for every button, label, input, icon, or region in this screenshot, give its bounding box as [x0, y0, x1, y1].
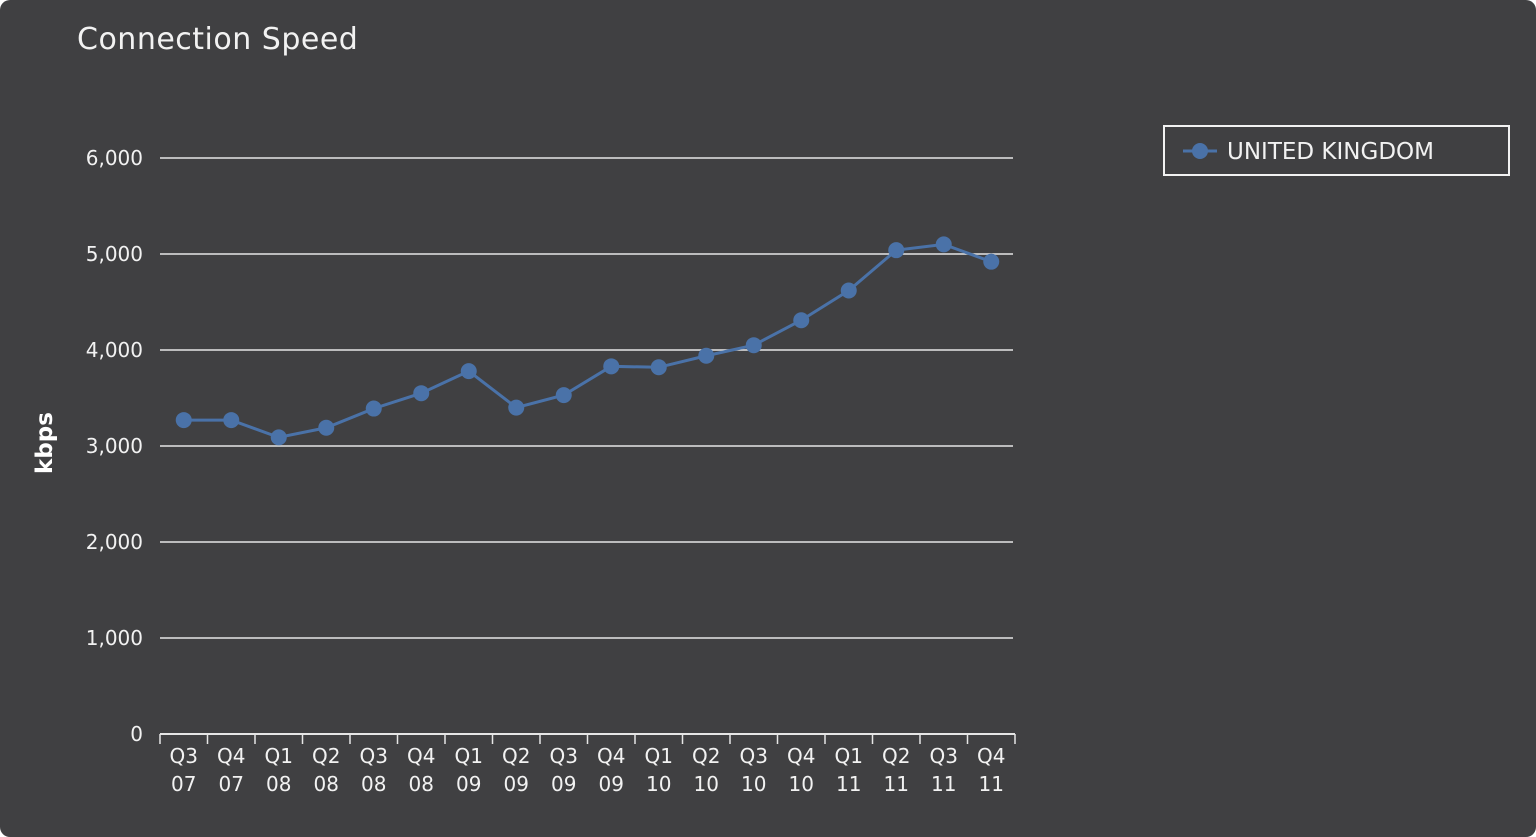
x-tick-label: 08: [409, 772, 434, 796]
data-point: [318, 419, 335, 436]
data-point: [650, 359, 667, 376]
x-tick-label: 08: [314, 772, 339, 796]
data-point: [935, 236, 952, 253]
x-tick-label: 08: [266, 772, 291, 796]
x-tick-label: Q2: [312, 744, 340, 768]
data-point: [603, 358, 620, 375]
x-tick-label: Q3: [740, 744, 768, 768]
x-tick-label: Q4: [787, 744, 815, 768]
x-tick-label: 11: [979, 772, 1004, 796]
data-point: [270, 429, 287, 446]
data-point: [698, 347, 715, 364]
data-point: [365, 400, 382, 417]
x-tick-label: 08: [361, 772, 386, 796]
data-point: [413, 385, 430, 402]
x-tick-label: 11: [884, 772, 909, 796]
x-tick-label: 09: [504, 772, 529, 796]
x-tick-label: Q3: [360, 744, 388, 768]
x-tick-label: Q2: [882, 744, 910, 768]
y-tick-label: 6,000: [86, 146, 143, 170]
y-tick-label: 1,000: [86, 626, 143, 650]
x-tick-label: 07: [171, 772, 196, 796]
x-tick-label: 09: [551, 772, 576, 796]
x-tick-label: 10: [646, 772, 671, 796]
y-tick-label: 2,000: [86, 530, 143, 554]
legend-label: UNITED KINGDOM: [1227, 139, 1434, 165]
x-tick-label: Q2: [502, 744, 530, 768]
x-tick-label: 09: [599, 772, 624, 796]
x-tick-label: Q4: [597, 744, 625, 768]
y-axis-ticks: 0 1,000 2,000 3,000 4,000 5,000 6,000: [86, 146, 143, 746]
x-tick-label: 11: [836, 772, 861, 796]
x-tick-label: Q1: [645, 744, 673, 768]
data-point: [983, 253, 1000, 270]
x-tick-label: Q4: [977, 744, 1005, 768]
x-tick-label: Q3: [930, 744, 958, 768]
series-line: [183, 242, 992, 439]
data-point: [888, 242, 905, 259]
data-point: [223, 412, 240, 429]
data-point: [460, 363, 477, 380]
data-point: [840, 282, 857, 299]
y-tick-label: 3,000: [86, 434, 143, 458]
y-tick-label: 0: [130, 722, 143, 746]
x-tick-label: Q4: [407, 744, 435, 768]
x-tick-label: Q1: [835, 744, 863, 768]
x-axis: Q3 07 Q4 07 Q1 08 Q2 08 Q3 08 Q4 08 Q1 09 Q2 09 Q3 09 Q4 09…: [159, 733, 1016, 796]
x-tick-label: 10: [694, 772, 719, 796]
x-tick-label: 10: [789, 772, 814, 796]
x-tick-label: Q1: [455, 744, 483, 768]
y-tick-label: 4,000: [86, 338, 143, 362]
x-tick-label: Q3: [550, 744, 578, 768]
data-point: [555, 387, 572, 404]
series-group: [175, 236, 1000, 446]
y-axis-label: kbps: [32, 412, 58, 474]
x-tick-label: Q3: [170, 744, 198, 768]
x-tick-label: 10: [741, 772, 766, 796]
data-point: [793, 312, 810, 329]
data-point: [745, 337, 762, 354]
x-tick-label: Q4: [217, 744, 245, 768]
x-tick-label: Q2: [692, 744, 720, 768]
chart-title: Connection Speed: [77, 22, 359, 57]
data-point: [508, 399, 525, 416]
x-tick-label: 11: [931, 772, 956, 796]
gridlines: [160, 157, 1013, 639]
y-tick-label: 5,000: [86, 242, 143, 266]
x-tick-label: 07: [219, 772, 244, 796]
data-point: [175, 412, 192, 429]
legend: UNITED KINGDOM: [1163, 125, 1510, 176]
x-tick-label: 09: [456, 772, 481, 796]
legend-marker-icon: [1183, 143, 1217, 159]
x-tick-label: Q1: [265, 744, 293, 768]
